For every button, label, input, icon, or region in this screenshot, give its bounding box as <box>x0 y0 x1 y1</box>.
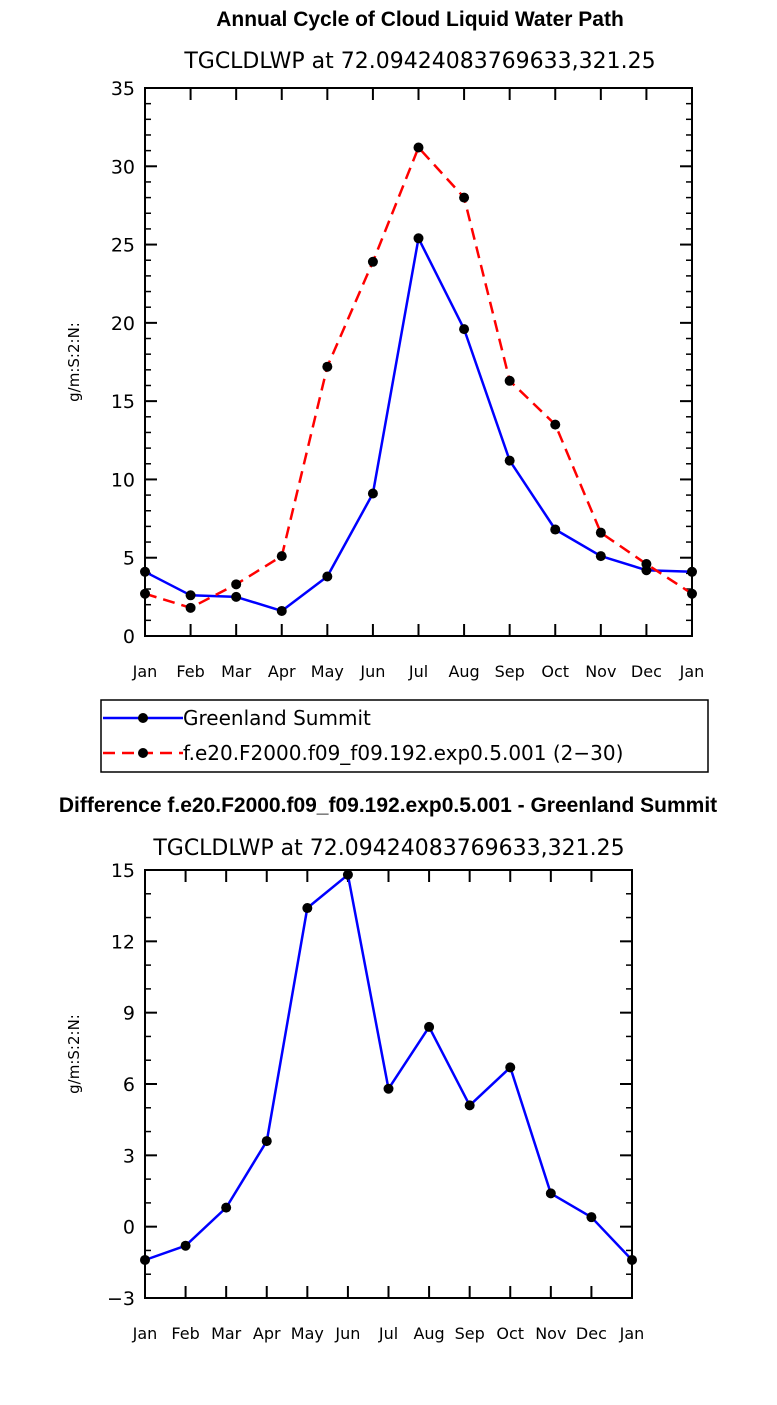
chart1-ytick-label: 30 <box>111 156 135 178</box>
chart2-series-1-line <box>144 873 633 1262</box>
chart1-xtick-label: Nov <box>585 662 616 681</box>
chart1-xtick-label: Sep <box>495 662 525 681</box>
legend-marker-series-1 <box>138 713 148 723</box>
chart1-series-2-point <box>550 419 561 430</box>
chart1-series-1-point <box>459 324 470 335</box>
chart1-series-2-point <box>641 558 652 569</box>
chart1-series-1-point <box>595 551 606 562</box>
chart2-series-1-point <box>302 903 313 914</box>
chart2-ytick-label: 0 <box>123 1217 135 1239</box>
chart2-series-1-point <box>261 1136 272 1147</box>
chart1-series-2-point <box>504 375 515 386</box>
chart2-xtick-label: Nov <box>535 1324 566 1343</box>
chart1-series-1-point <box>322 571 333 582</box>
legend-label-series-1: Greenland Summit <box>183 706 371 730</box>
chart2-ytick-label: −3 <box>107 1288 135 1310</box>
chart1-ytick-label: 35 <box>111 78 135 100</box>
chart1-xtick-label: Apr <box>268 662 296 681</box>
legend: Greenland Summit f.e20.F2000.f09_f09.192… <box>100 699 709 773</box>
chart2-series-1-point <box>180 1240 191 1251</box>
chart1-ylabel: g/m:S:2:N: <box>65 322 83 402</box>
chart1-ytick-label: 0 <box>123 626 135 648</box>
chart1-series-1-point <box>367 488 378 499</box>
chart1-series-1-point <box>687 566 697 577</box>
chart1-series-1-point <box>504 455 515 466</box>
chart2-ytick-label: 6 <box>123 1074 135 1096</box>
chart2-xtick-label: Jul <box>378 1324 398 1343</box>
chart1-xtick-label: Aug <box>448 662 479 681</box>
chart2-ytick-label: 9 <box>123 1003 135 1025</box>
chart2-series-1-point <box>627 1254 637 1265</box>
chart1-xtick-label: Dec <box>631 662 662 681</box>
chart2-ytick-label: 3 <box>123 1145 135 1167</box>
chart1-frame <box>144 87 693 637</box>
chart2-plot: −3 0 3 6 9 12 15 Jan Feb Mar Apr May Jun Jul Aug Sep Oct… <box>107 860 644 1343</box>
chart1-ytick-label: 10 <box>111 469 135 491</box>
chart1-series-1-point <box>185 590 196 601</box>
chart2-xtick-label: Apr <box>253 1324 281 1343</box>
chart1-series-2-line <box>144 146 693 610</box>
chart1-subtitle: TGCLDLWP at 72.09424083769633,321.25 <box>183 49 655 74</box>
chart1-series-1-point <box>413 233 424 244</box>
chart2-xtick-label: Oct <box>496 1324 524 1343</box>
chart1-series-2-point <box>413 142 424 153</box>
chart1-series-2-point <box>459 192 470 203</box>
chart1-xtick-label: Jan <box>679 662 705 681</box>
chart2-series-1-point <box>140 1254 150 1265</box>
chart1-plot: 0 5 10 15 20 25 30 35 Jan Feb Mar Apr May Jun Jul Aug Se… <box>111 78 705 681</box>
chart2-ytick-label: 15 <box>111 860 135 882</box>
chart1-ytick-label: 20 <box>111 313 135 335</box>
chart2-series-1-point <box>545 1188 556 1199</box>
chart2-series-1-point <box>383 1083 394 1094</box>
chart2-subtitle: TGCLDLWP at 72.09424083769633,321.25 <box>152 836 624 861</box>
chart2-series-1-point <box>342 869 353 880</box>
chart1-xtick-label: Feb <box>176 662 204 681</box>
legend-box <box>100 699 709 773</box>
chart1-series-2-point <box>367 256 378 267</box>
chart2-series-1-point <box>586 1212 597 1223</box>
chart1-series-1-line <box>144 237 693 613</box>
chart1-series-2-point <box>140 588 150 599</box>
chart1-ytick-label: 25 <box>111 235 135 257</box>
chart2-xtick-label: Feb <box>171 1324 199 1343</box>
chart1-ytick-label: 5 <box>123 548 135 570</box>
chart1-title: Annual Cycle of Cloud Liquid Water Path <box>216 8 624 31</box>
chart2-title: Difference f.e20.F2000.f09_f09.192.exp0.… <box>59 794 717 817</box>
chart1-xtick-label: Oct <box>541 662 569 681</box>
chart2-xtick-label: Aug <box>413 1324 444 1343</box>
legend-marker-series-2 <box>138 748 148 758</box>
chart2-ytick-label: 12 <box>111 931 135 953</box>
chart1-series-2-point <box>276 551 287 562</box>
chart2-xtick-label: May <box>291 1324 324 1343</box>
legend-label-series-2: f.e20.F2000.f09_f09.192.exp0.5.001 (2−30… <box>183 741 623 765</box>
chart1-series-1-point <box>231 591 242 602</box>
chart1-series-2-point <box>595 527 606 538</box>
chart1-series-2-point <box>687 588 697 599</box>
chart1-xtick-label: Jan <box>132 662 158 681</box>
chart1-series-2-point <box>231 579 242 590</box>
chart1-series-2-point <box>185 602 196 613</box>
chart1-series-2-point <box>322 361 333 372</box>
chart1-series-1-point <box>140 566 150 577</box>
chart2-ylabel: g/m:S:2:N: <box>65 1014 83 1094</box>
chart2-xtick-label: Jan <box>132 1324 158 1343</box>
chart2-xtick-label: Dec <box>576 1324 607 1343</box>
chart1-xtick-label: May <box>311 662 344 681</box>
chart2-xtick-label: Jun <box>334 1324 360 1343</box>
chart1-series-1-point <box>276 605 287 616</box>
chart2-xtick-label: Sep <box>455 1324 485 1343</box>
chart2-xtick-label: Mar <box>211 1324 242 1343</box>
chart1-xtick-label: Jun <box>359 662 385 681</box>
chart2-series-1-point <box>505 1062 516 1073</box>
chart1-xtick-label: Mar <box>221 662 252 681</box>
chart2-series-1-point <box>464 1100 475 1111</box>
chart1-ytick-label: 15 <box>111 391 135 413</box>
chart2-xtick-label: Jan <box>619 1324 645 1343</box>
chart2-series-1-point <box>221 1202 232 1213</box>
chart1-xtick-label: Jul <box>408 662 428 681</box>
chart1-series-1-point <box>550 524 561 535</box>
chart2-series-1-point <box>424 1021 435 1032</box>
